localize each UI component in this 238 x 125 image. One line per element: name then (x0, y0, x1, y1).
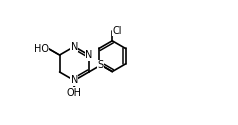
Text: OH: OH (67, 88, 82, 98)
Text: S: S (98, 60, 104, 70)
Text: N: N (85, 50, 93, 60)
Text: N: N (70, 76, 78, 86)
Text: HO: HO (34, 44, 49, 54)
Text: N: N (70, 42, 78, 52)
Text: Cl: Cl (112, 26, 122, 36)
